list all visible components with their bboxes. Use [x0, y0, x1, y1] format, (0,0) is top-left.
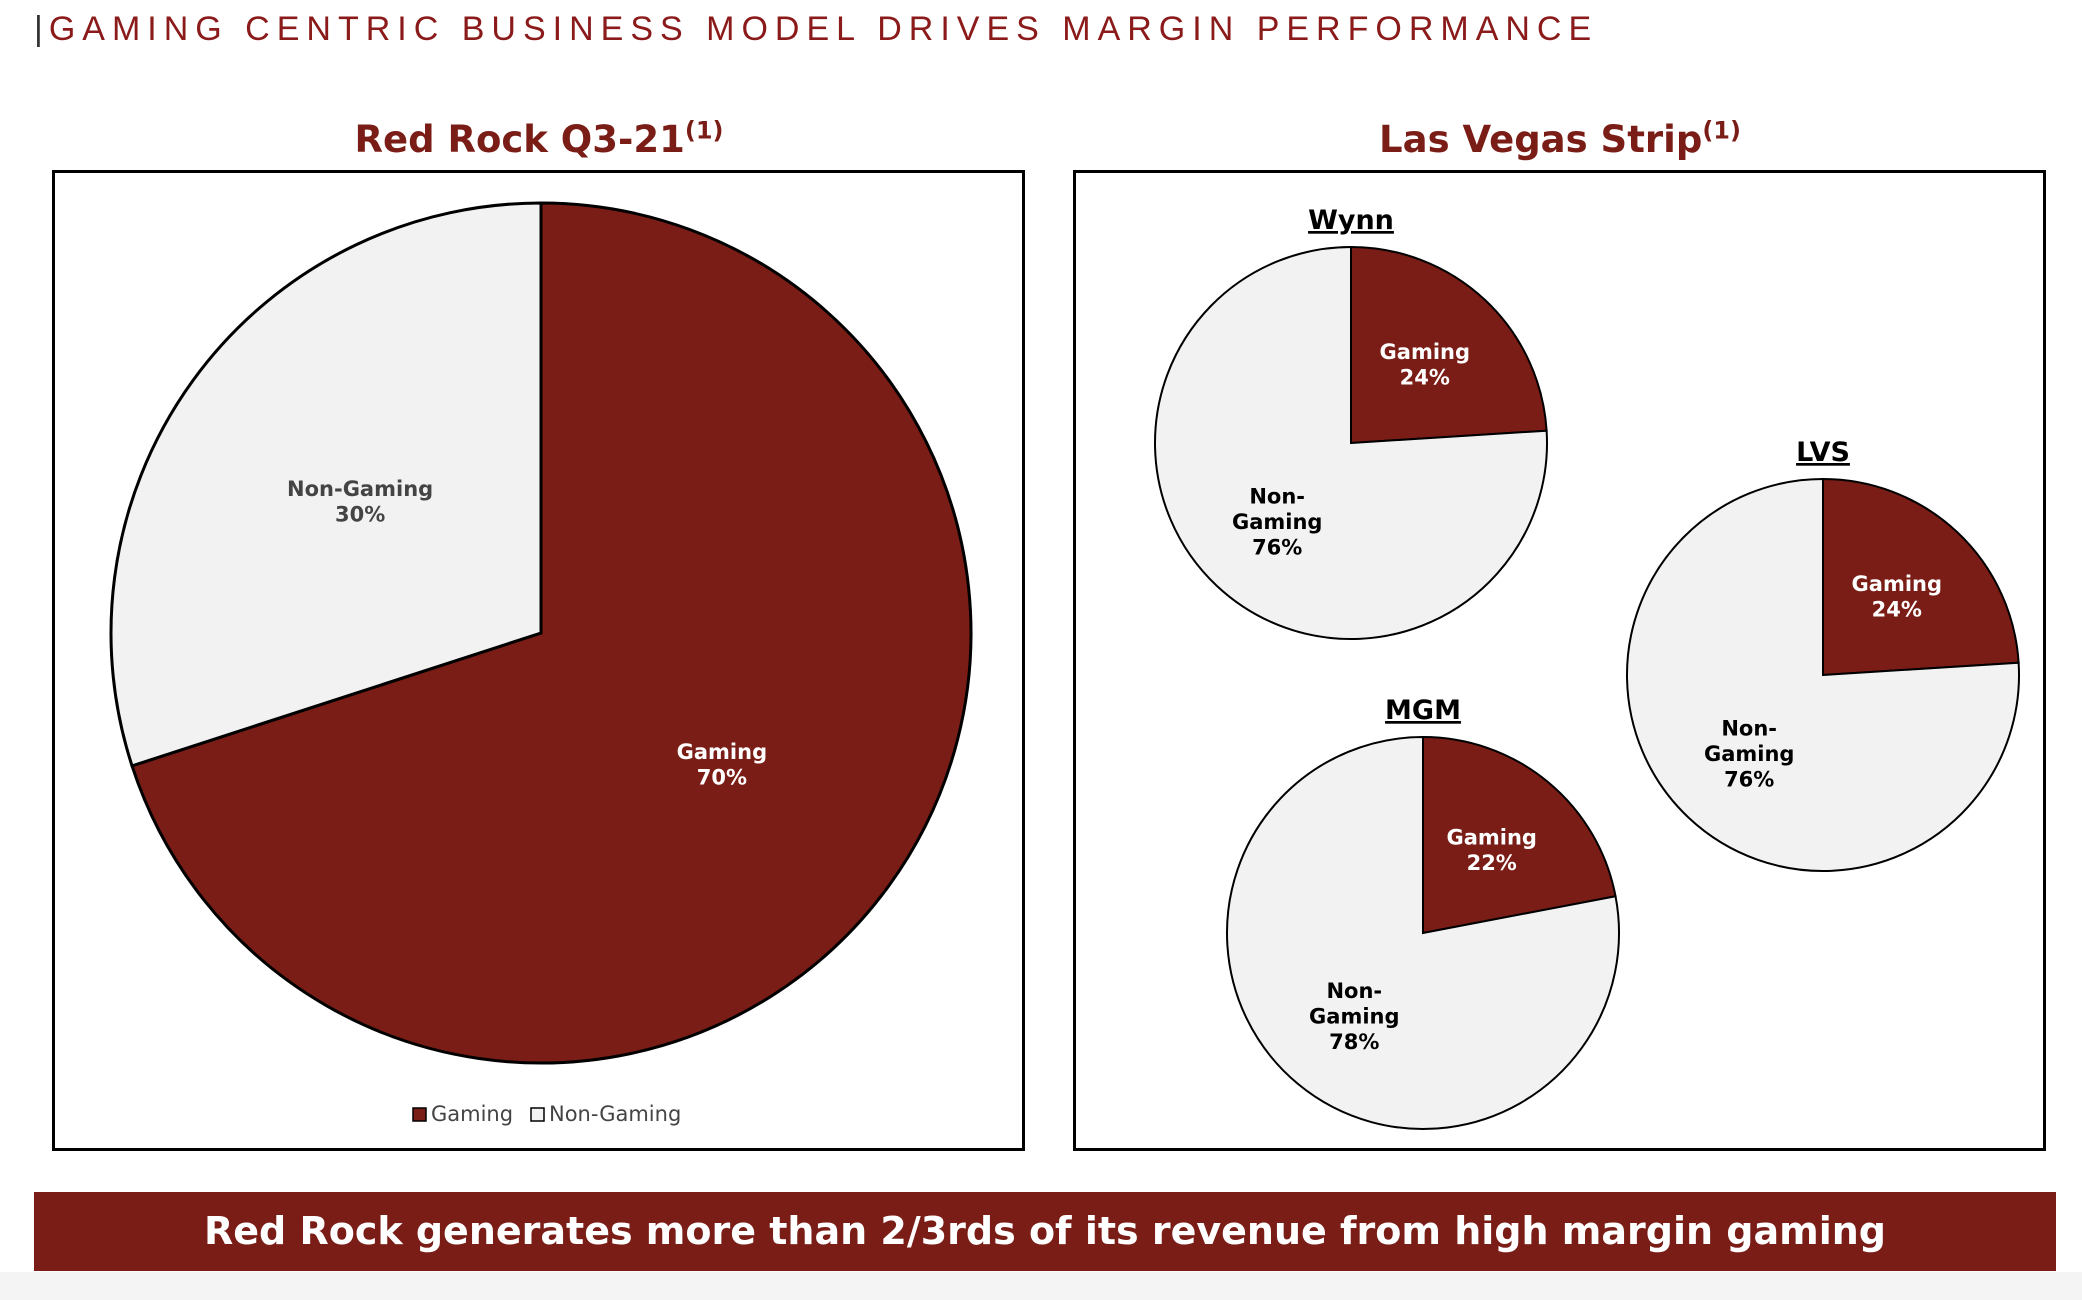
header-bar: |: [34, 10, 43, 48]
pie-0: Gaming 70% Non-Gaming 30%: [109, 201, 973, 1065]
pie-3: Gaming 22% Non-Gaming 78% MGM: [1226, 695, 1620, 1130]
pie-slice-non-gaming: [109, 201, 543, 768]
page-header: | GAMING CENTRIC BUSINESS MODEL DRIVES MA…: [34, 10, 1598, 49]
pie-slice-gaming: [1422, 735, 1617, 935]
legend-label-gaming: Gaming: [431, 1102, 513, 1126]
conclusion-banner: Red Rock generates more than 2/3rds of i…: [34, 1192, 2056, 1271]
left-panel-title: Red Rock Q3-21(1): [54, 118, 1024, 161]
data-label-gaming: Gaming 22%: [1446, 825, 1536, 875]
legend-label-non-gaming: Non-Gaming: [549, 1102, 681, 1126]
right-panel-title-text: Las Vegas Strip: [1379, 118, 1703, 161]
pie-2: Gaming 24% Non-Gaming 76% LVS: [1626, 437, 2020, 872]
right-panel-footnote: (1): [1702, 116, 1741, 145]
strip-pie-charts: Gaming 24% Non-Gaming 76% Wynn Gaming 24% Non-G…: [1154, 205, 2020, 1130]
red-rock-pie-chart: Gaming 70% Non-Gaming 30% Gaming Non-Gaming: [109, 201, 973, 1126]
header-title: GAMING CENTRIC BUSINESS MODEL DRIVES MAR…: [48, 10, 1599, 48]
data-label-non-gaming: Non-Gaming 76%: [1704, 716, 1794, 791]
data-label-gaming: Gaming 24%: [1852, 572, 1942, 622]
pie-title-mgm: MGM: [1385, 695, 1461, 726]
pie-slice-non-gaming: [1154, 245, 1548, 640]
data-label-non-gaming: Non-Gaming 76%: [1232, 484, 1322, 559]
legend-swatch-gaming: [412, 1107, 427, 1122]
pie-slice-gaming: [130, 201, 973, 1065]
strip-chart-panel: Gaming 24% Non-Gaming 76% Wynn Gaming 24% Non-G…: [1073, 170, 2046, 1151]
bottom-strip: [0, 1272, 2082, 1300]
red-rock-chart-panel: Gaming 70% Non-Gaming 30% Gaming Non-Gaming: [52, 170, 1025, 1151]
data-label-gaming: Gaming 70%: [677, 740, 767, 790]
legend-swatch-non-gaming: [530, 1107, 545, 1122]
pie-title-wynn: Wynn: [1308, 205, 1394, 236]
pie-1: Gaming 24% Non-Gaming 76% Wynn: [1154, 205, 1548, 640]
data-label-gaming: Gaming 24%: [1380, 340, 1470, 390]
data-label-non-gaming: Non-Gaming 30%: [287, 477, 433, 527]
pie-slice-non-gaming: [1626, 477, 2020, 872]
right-panel-title: Las Vegas Strip(1): [1075, 118, 2045, 161]
pie-slice-non-gaming: [1226, 735, 1620, 1130]
pie-slice-gaming: [1822, 477, 2020, 677]
pie-title-lvs: LVS: [1796, 437, 1850, 468]
left-panel-footnote: (1): [684, 116, 724, 145]
data-label-non-gaming: Non-Gaming 78%: [1309, 979, 1399, 1054]
pie-slice-gaming: [1350, 245, 1548, 445]
left-panel-title-text: Red Rock Q3-21: [354, 118, 685, 161]
legend: Gaming Non-Gaming: [412, 1102, 681, 1126]
